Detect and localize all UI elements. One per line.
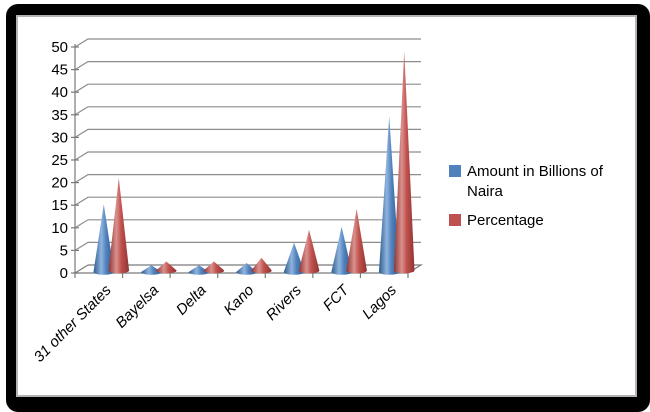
cone-amount-6 (378, 116, 400, 275)
y-axis-label-45: 45 (51, 62, 68, 79)
x-axis-label-3: Kano (221, 282, 258, 319)
cone-amount-1 (141, 265, 162, 275)
cone-percentage-1 (156, 261, 177, 274)
y-axis-label-40: 40 (51, 84, 68, 101)
gridline-35 (74, 106, 421, 116)
cone-amount-2 (188, 265, 210, 275)
y-axis-label-10: 10 (51, 220, 68, 237)
gridline-40 (74, 83, 421, 93)
cone-amount-4 (283, 242, 305, 275)
cone-percentage-6 (393, 51, 415, 274)
cone-percentage-4 (298, 229, 320, 274)
x-axis-label-5: FCT (320, 281, 354, 315)
cone-percentage-2 (203, 261, 225, 274)
y-axis-label-50: 50 (51, 39, 68, 56)
x-axis-label-1: Bayelsa (112, 282, 162, 332)
legend-swatch-amount (449, 165, 461, 177)
gridline-15 (74, 196, 421, 206)
gridline-10 (74, 219, 421, 229)
gridline-50 (74, 38, 421, 48)
gridline-5 (74, 241, 421, 251)
cone-amount-5 (331, 226, 352, 275)
y-axis-label-5: 5 (60, 242, 68, 259)
gridline-20 (74, 174, 421, 184)
legend-item-percentage: Percentage (449, 211, 627, 231)
legend-item-amount: Amount in Billions of Naira (449, 162, 627, 202)
x-axis-label-2: Delta (173, 282, 210, 319)
legend: Amount in Billions of Naira Percentage (449, 162, 627, 230)
gridline-30 (74, 128, 421, 138)
cone-amount-3 (236, 262, 257, 275)
cone-percentage-3 (251, 257, 272, 274)
x-axis-label-0: 31 other States (31, 281, 115, 365)
x-axis-label-4: Rivers (263, 281, 305, 323)
y-axis-label-35: 35 (51, 107, 68, 124)
y-axis-label-25: 25 (51, 152, 68, 169)
gridline-25 (74, 151, 421, 161)
y-axis-label-15: 15 (51, 197, 68, 214)
legend-swatch-percentage (449, 213, 461, 226)
y-axis-label-20: 20 (51, 175, 68, 192)
cone-percentage-0 (108, 177, 130, 274)
legend-label-amount: Amount in Billions of Naira (467, 163, 603, 200)
y-axis-label-0: 0 (60, 265, 68, 282)
cone-percentage-5 (346, 209, 367, 274)
y-axis-label-30: 30 (51, 129, 68, 146)
x-axis-label-6: Lagos (359, 281, 400, 322)
cone-amount-0 (93, 204, 115, 275)
legend-label-percentage: Percentage (467, 211, 544, 229)
gridline-45 (74, 61, 421, 71)
